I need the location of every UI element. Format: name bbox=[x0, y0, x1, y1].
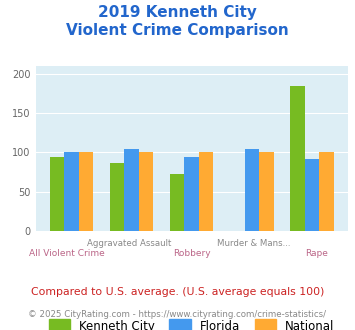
Text: Murder & Mans...: Murder & Mans... bbox=[217, 239, 291, 248]
Bar bbox=[305, 159, 319, 231]
Text: Rape: Rape bbox=[305, 249, 328, 258]
Bar bbox=[50, 157, 64, 231]
Bar bbox=[170, 174, 185, 231]
Bar bbox=[290, 86, 305, 231]
Text: © 2025 CityRating.com - https://www.cityrating.com/crime-statistics/: © 2025 CityRating.com - https://www.city… bbox=[28, 310, 327, 319]
Bar bbox=[110, 163, 124, 231]
Bar bbox=[78, 152, 93, 231]
Text: All Violent Crime: All Violent Crime bbox=[29, 249, 105, 258]
Bar bbox=[245, 148, 259, 231]
Bar bbox=[185, 157, 199, 231]
Legend: Kenneth City, Florida, National: Kenneth City, Florida, National bbox=[49, 319, 335, 330]
Bar bbox=[199, 152, 213, 231]
Text: Compared to U.S. average. (U.S. average equals 100): Compared to U.S. average. (U.S. average … bbox=[31, 287, 324, 297]
Bar bbox=[64, 152, 78, 231]
Bar bbox=[259, 152, 274, 231]
Bar bbox=[319, 152, 334, 231]
Bar bbox=[124, 149, 139, 231]
Text: 2019 Kenneth City: 2019 Kenneth City bbox=[98, 5, 257, 20]
Text: Violent Crime Comparison: Violent Crime Comparison bbox=[66, 23, 289, 38]
Text: Aggravated Assault: Aggravated Assault bbox=[87, 239, 171, 248]
Bar bbox=[139, 152, 153, 231]
Text: Robbery: Robbery bbox=[173, 249, 211, 258]
